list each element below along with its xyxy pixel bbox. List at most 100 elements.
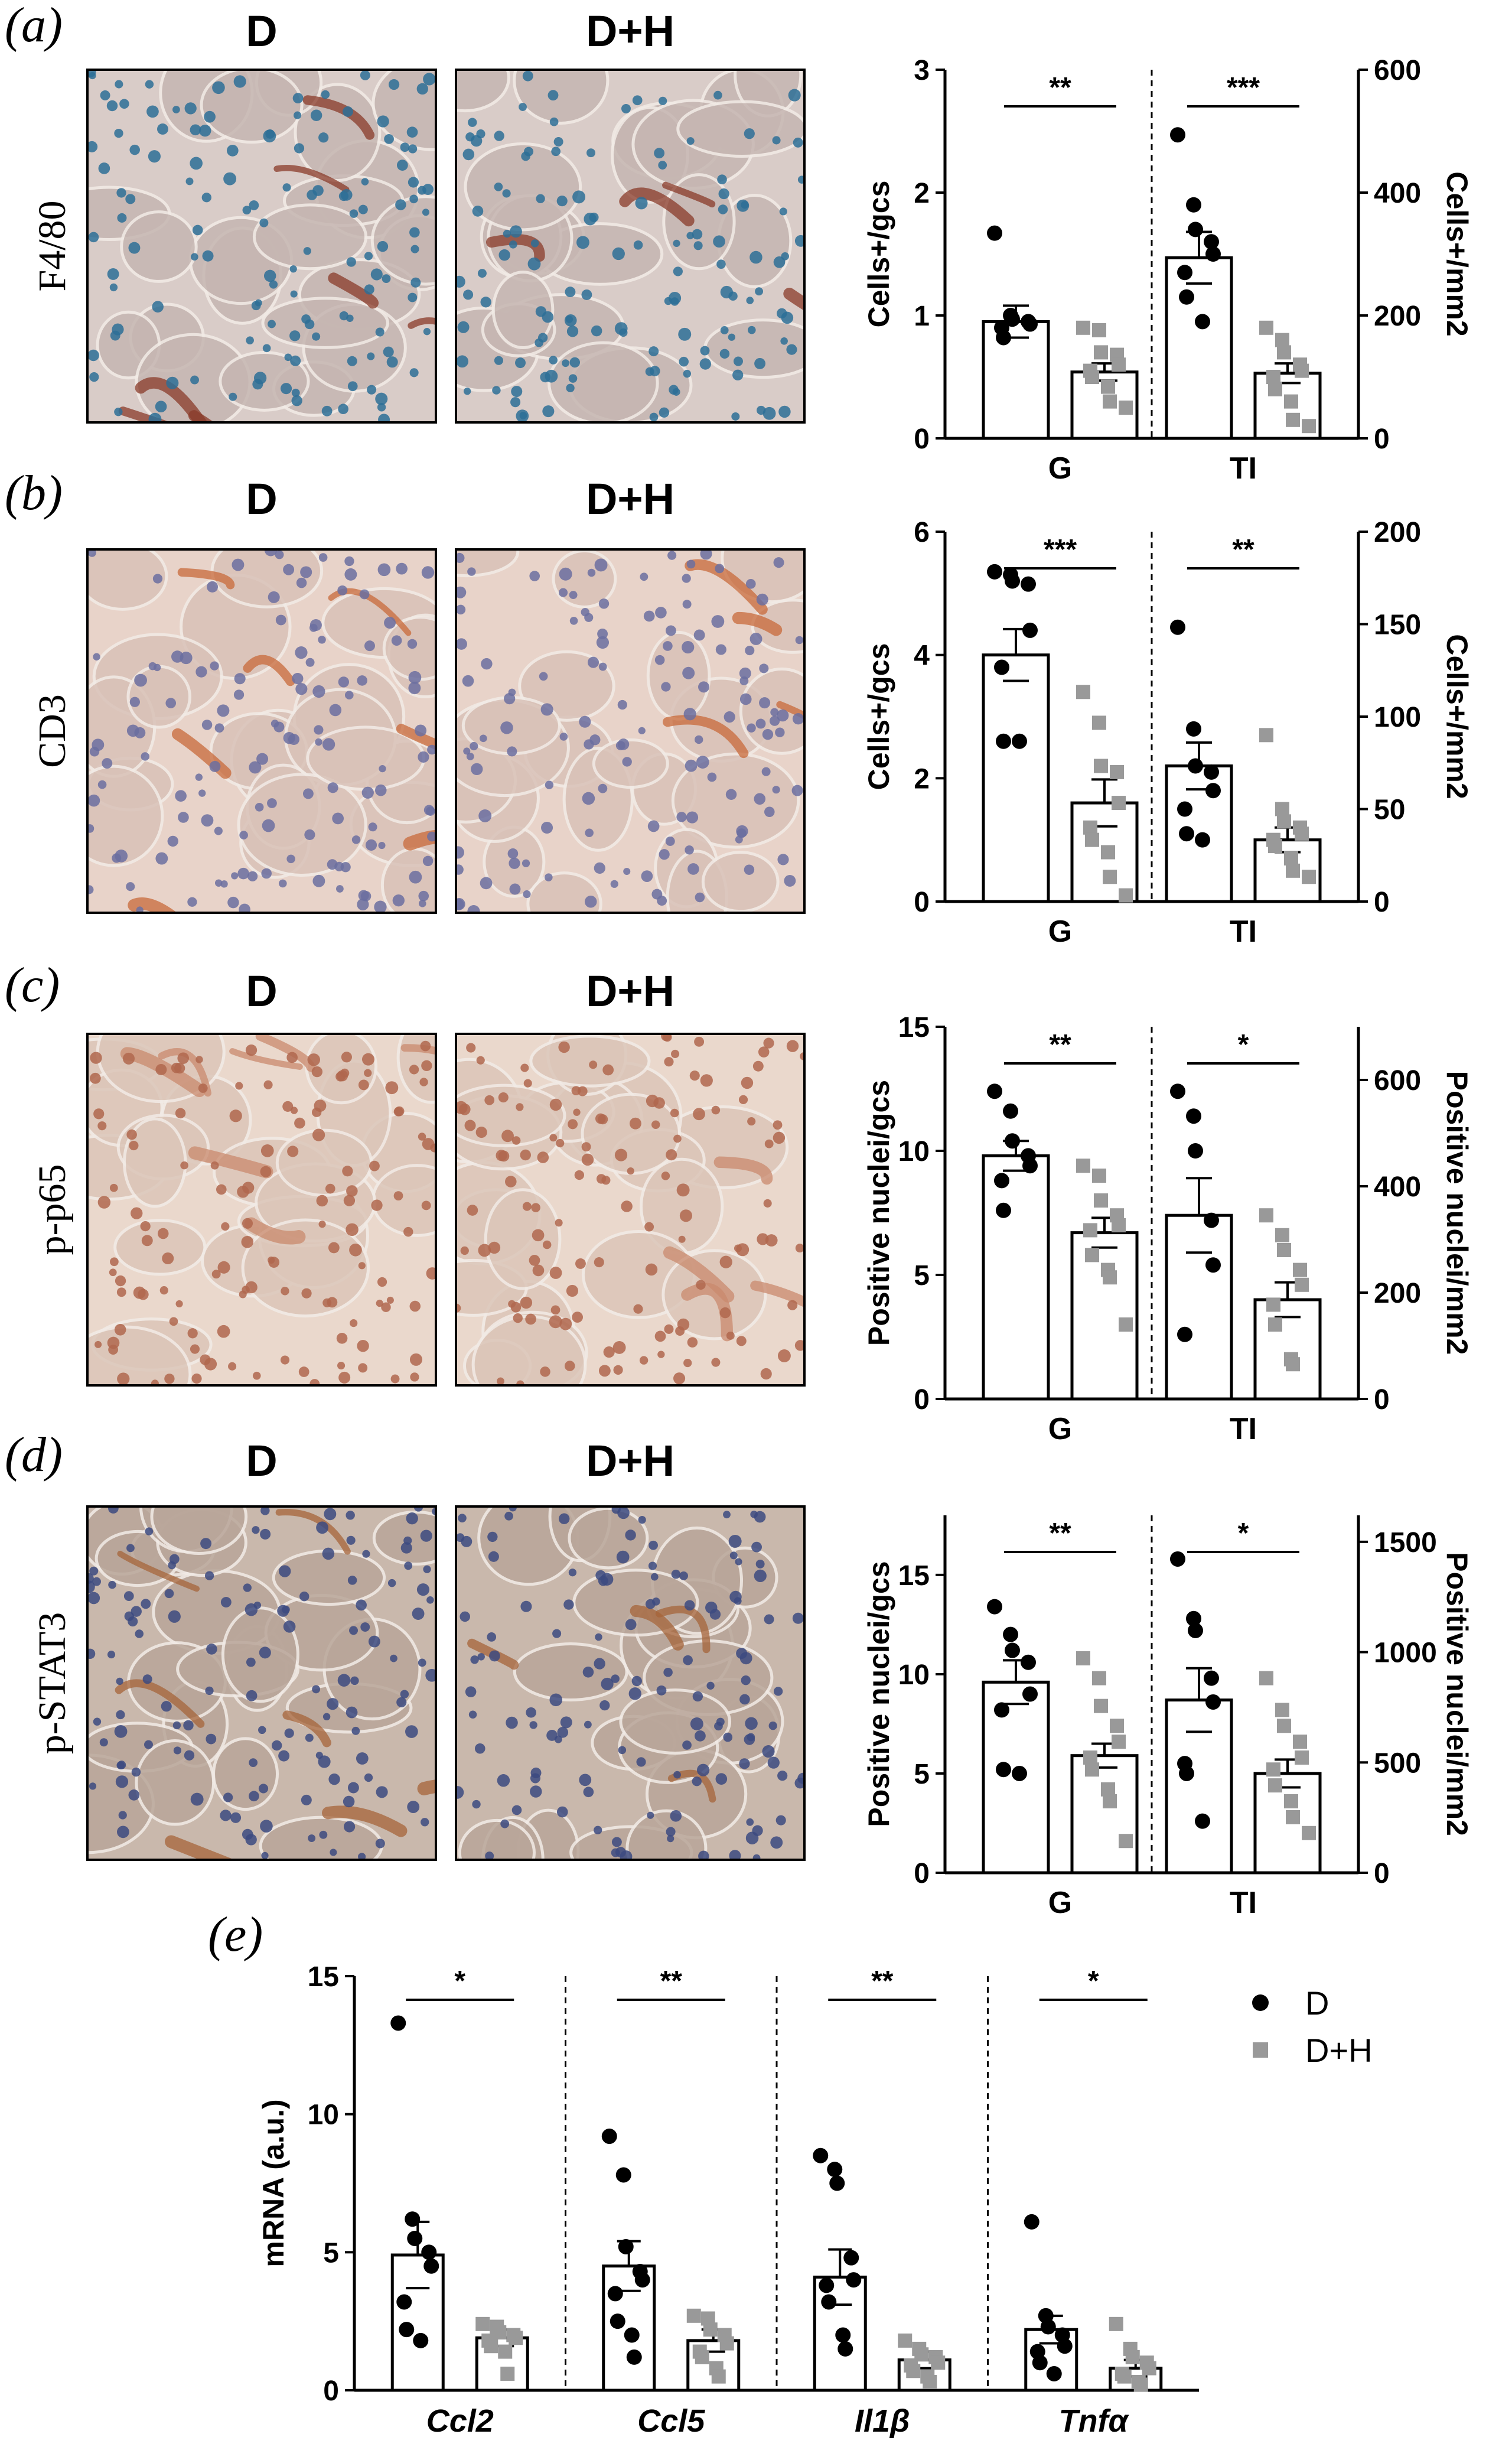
- group-title-dh: D+H: [586, 1436, 674, 1485]
- significance-stars: ***: [1044, 534, 1077, 565]
- nucleus: [649, 1540, 658, 1550]
- nucleus: [728, 1534, 742, 1548]
- nucleus: [556, 1806, 568, 1818]
- nucleus: [89, 372, 99, 382]
- stain-region: [255, 1034, 315, 1072]
- data-point-DH: [1085, 832, 1099, 847]
- tubule: [568, 1506, 649, 1570]
- nucleus: [755, 1559, 765, 1569]
- nucleus: [470, 135, 483, 147]
- nucleus: [612, 1341, 626, 1354]
- nucleus: [114, 1724, 128, 1738]
- nucleus: [754, 357, 765, 369]
- nucleus: [422, 855, 434, 867]
- nucleus: [356, 1599, 367, 1611]
- micrograph-frame: [455, 1033, 806, 1387]
- nucleus: [322, 1547, 335, 1560]
- nucleus: [294, 111, 302, 119]
- nucleus: [146, 105, 159, 118]
- data-point-DH: [1085, 370, 1099, 384]
- nucleus: [540, 703, 553, 716]
- nucleus: [117, 213, 127, 223]
- nucleus: [87, 141, 98, 152]
- y-tick-label-right: 600: [1374, 1065, 1421, 1096]
- nucleus: [734, 1244, 742, 1252]
- nucleus: [109, 1268, 117, 1277]
- data-point-DH: [1092, 715, 1106, 730]
- gene-label: Il1β: [855, 2403, 910, 2439]
- nucleus: [93, 1717, 102, 1726]
- nucleus: [559, 1317, 572, 1330]
- nucleus: [232, 558, 245, 571]
- nucleus: [754, 1569, 767, 1582]
- nucleus: [773, 557, 784, 568]
- nucleus: [267, 798, 277, 808]
- nucleus: [349, 1243, 362, 1257]
- nucleus: [375, 392, 388, 405]
- nucleus: [376, 1786, 388, 1798]
- data-point-DH: [1284, 1794, 1298, 1808]
- nucleus: [523, 1079, 532, 1088]
- nucleus: [206, 1644, 217, 1655]
- data-point-DH: [1094, 1193, 1108, 1208]
- nucleus: [404, 1561, 413, 1570]
- nucleus: [185, 177, 194, 186]
- nucleus: [300, 566, 312, 578]
- nucleus: [541, 822, 553, 834]
- tubule: [294, 83, 382, 183]
- nucleus: [140, 1221, 151, 1232]
- nucleus: [700, 1074, 713, 1087]
- nucleus: [488, 1241, 501, 1254]
- nucleus: [762, 728, 774, 740]
- nucleus: [610, 880, 618, 888]
- nucleus: [131, 1767, 141, 1777]
- nucleus: [612, 247, 625, 261]
- data-point-D: [1179, 289, 1194, 305]
- tubule: [676, 100, 804, 158]
- nucleus: [360, 70, 370, 80]
- nucleus: [390, 1654, 397, 1662]
- nucleus: [659, 96, 667, 105]
- nucleus: [408, 671, 422, 684]
- nucleus: [516, 1380, 524, 1385]
- nucleus: [787, 1300, 798, 1310]
- nucleus: [671, 1569, 681, 1579]
- group-title-dh: D+H: [586, 474, 674, 523]
- data-point-D: [1003, 1626, 1018, 1642]
- nucleus: [93, 1108, 105, 1120]
- nucleus: [687, 863, 699, 875]
- nucleus: [631, 1675, 642, 1687]
- significance-stars: **: [871, 1966, 894, 1997]
- nucleus: [245, 1044, 258, 1056]
- nucleus: [456, 846, 464, 859]
- data-point-DH: [1142, 2361, 1156, 2376]
- data-point-DH: [1268, 839, 1282, 854]
- data-point-DH: [1103, 1270, 1117, 1285]
- nucleus: [409, 368, 419, 378]
- nucleus: [585, 828, 594, 837]
- nucleus: [618, 1746, 627, 1755]
- nucleus: [762, 406, 776, 420]
- nucleus: [131, 1207, 143, 1219]
- nucleus: [468, 118, 477, 127]
- nucleus: [283, 564, 295, 575]
- significance-stars: **: [1049, 1029, 1071, 1060]
- nucleus: [559, 733, 568, 741]
- nucleus: [654, 1330, 666, 1342]
- significance-stars: *: [1238, 1518, 1249, 1549]
- nucleus: [760, 1368, 772, 1380]
- data-point-D: [1021, 1654, 1036, 1670]
- nucleus: [419, 1078, 428, 1086]
- nucleus: [683, 708, 696, 721]
- nucleus: [480, 877, 493, 890]
- y-tick-label: 10: [308, 2100, 339, 2131]
- nucleus: [711, 615, 725, 628]
- stain-region: [403, 829, 436, 851]
- nucleus: [764, 1614, 774, 1625]
- nucleus: [325, 1183, 335, 1194]
- nucleus: [198, 1083, 208, 1093]
- data-point-DH: [1277, 1719, 1291, 1733]
- nucleus: [487, 1632, 497, 1642]
- data-point-D: [601, 2129, 617, 2145]
- nucleus: [258, 1726, 266, 1735]
